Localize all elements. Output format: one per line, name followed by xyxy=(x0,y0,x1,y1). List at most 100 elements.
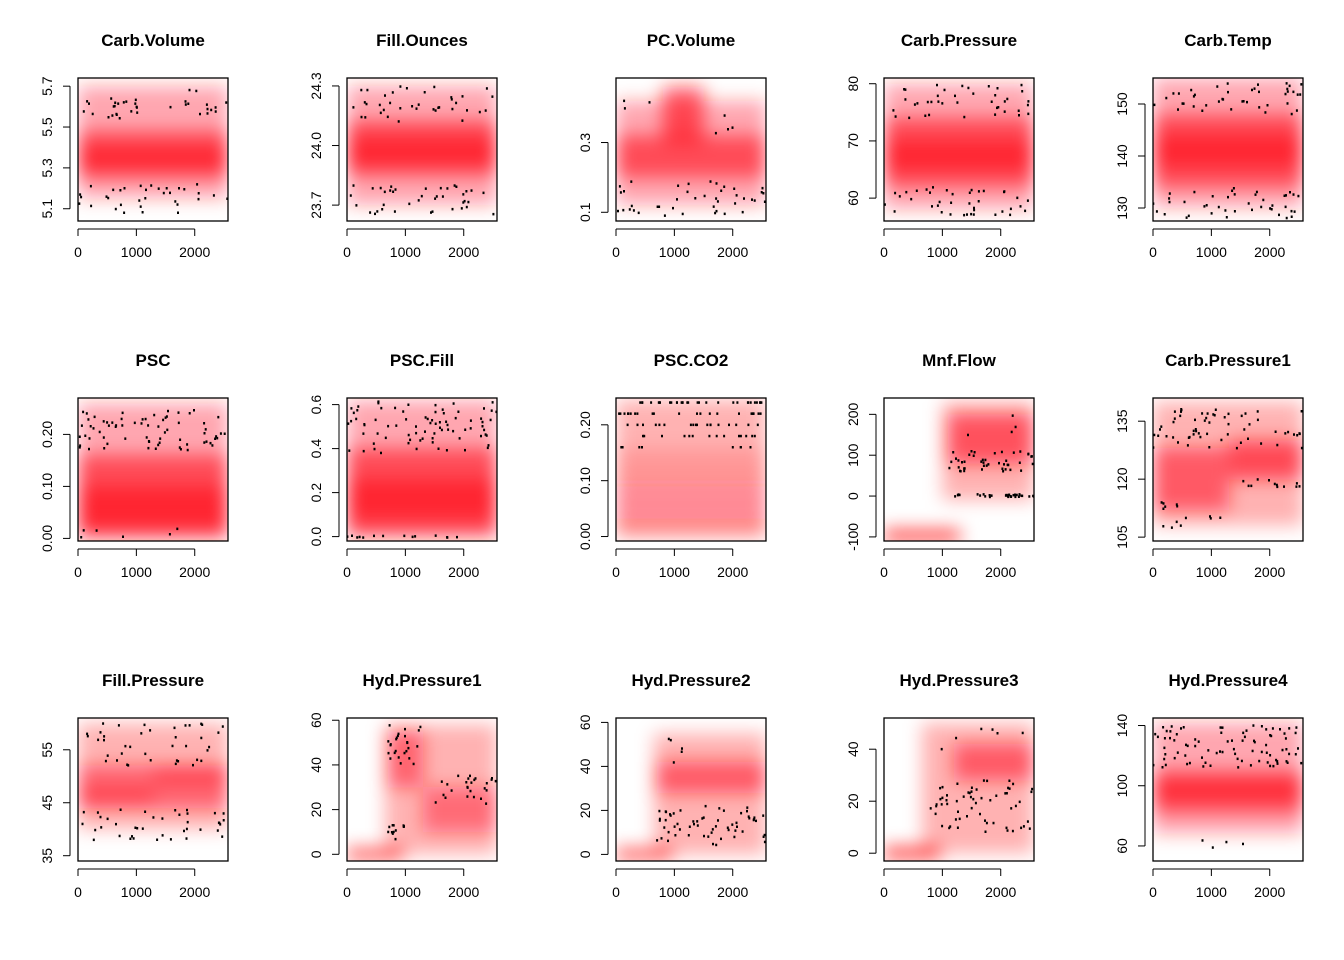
data-point xyxy=(223,432,226,435)
x-tick-label: 0 xyxy=(880,244,888,260)
data-point xyxy=(469,774,471,778)
data-point xyxy=(200,759,203,763)
data-point xyxy=(387,830,390,834)
data-point xyxy=(1175,520,1178,524)
data-point xyxy=(405,749,408,753)
data-point xyxy=(1008,779,1011,782)
data-point xyxy=(1199,435,1202,439)
x-tick-label: 2000 xyxy=(448,884,479,900)
density-layer xyxy=(884,723,1034,859)
plot-frame xyxy=(346,77,498,222)
data-point xyxy=(672,206,674,210)
data-point xyxy=(1295,109,1298,112)
data-point xyxy=(123,187,126,190)
data-point xyxy=(1300,761,1303,765)
data-point xyxy=(402,410,405,413)
data-point xyxy=(1269,754,1272,757)
data-point xyxy=(82,410,85,414)
data-point xyxy=(670,401,673,404)
x-tick-label: 0 xyxy=(343,244,351,260)
data-point xyxy=(981,458,984,462)
data-point xyxy=(1226,82,1229,85)
plot-frame xyxy=(883,717,1035,862)
data-point xyxy=(658,809,661,813)
data-point xyxy=(1180,410,1182,413)
data-point xyxy=(1185,743,1187,747)
plot-area xyxy=(1153,78,1303,220)
data-point xyxy=(1270,208,1273,211)
data-point xyxy=(474,777,477,780)
data-point xyxy=(434,801,437,804)
x-tick-label: 0 xyxy=(1149,564,1157,580)
data-point xyxy=(82,110,85,113)
data-point xyxy=(701,817,704,820)
data-point xyxy=(708,434,711,438)
data-point xyxy=(913,103,916,106)
panel-title: Fill.Ounces xyxy=(376,31,468,50)
data-point xyxy=(1214,408,1217,411)
data-point xyxy=(1233,193,1236,196)
data-point xyxy=(714,825,717,828)
data-point xyxy=(979,812,981,816)
data-point xyxy=(958,817,961,821)
data-point xyxy=(663,423,666,427)
data-point xyxy=(735,194,738,197)
data-point xyxy=(1182,102,1185,105)
data-point xyxy=(144,417,147,421)
data-point xyxy=(734,829,737,832)
data-point xyxy=(356,409,359,412)
data-point xyxy=(740,811,743,815)
data-point xyxy=(376,210,379,213)
y-tick-label: 35 xyxy=(39,848,55,864)
data-point xyxy=(963,115,966,119)
y-tick-label: 0.3 xyxy=(577,133,593,153)
data-point xyxy=(193,409,195,412)
data-point xyxy=(736,401,739,404)
data-point xyxy=(214,110,217,113)
data-point xyxy=(1014,804,1017,808)
data-point xyxy=(1186,444,1189,447)
data-point xyxy=(932,186,934,189)
data-point xyxy=(1182,726,1185,729)
data-point xyxy=(695,423,697,427)
data-point xyxy=(141,827,144,830)
data-point xyxy=(1203,205,1206,208)
data-point xyxy=(423,91,426,94)
data-point xyxy=(1153,446,1155,449)
data-point xyxy=(749,401,752,404)
data-point xyxy=(1242,842,1244,846)
data-point xyxy=(92,838,95,842)
data-point xyxy=(178,813,181,816)
data-point xyxy=(377,401,380,405)
data-point xyxy=(407,441,410,445)
data-point xyxy=(1205,416,1208,420)
data-point xyxy=(445,420,448,423)
data-point xyxy=(1160,501,1163,504)
data-point xyxy=(1290,209,1293,213)
data-point xyxy=(946,794,948,797)
data-point xyxy=(388,825,391,829)
data-point xyxy=(996,87,999,90)
data-point xyxy=(988,495,991,499)
data-point xyxy=(1021,731,1024,735)
data-point xyxy=(1153,202,1155,205)
data-point xyxy=(121,424,124,427)
data-point xyxy=(1285,760,1288,763)
data-point xyxy=(659,401,661,404)
data-point xyxy=(929,807,932,810)
data-point xyxy=(716,200,719,203)
data-point xyxy=(426,417,429,421)
data-point xyxy=(1009,468,1012,472)
data-point xyxy=(617,209,619,213)
data-point xyxy=(663,826,666,829)
data-point xyxy=(161,817,164,820)
data-point xyxy=(1008,493,1011,496)
data-point xyxy=(374,418,377,422)
y-tick-label: 0.20 xyxy=(577,411,593,438)
data-point xyxy=(1204,761,1207,764)
data-point xyxy=(1193,93,1196,97)
y-tick-label: 150 xyxy=(1114,92,1130,116)
density-layer xyxy=(78,403,228,539)
x-tick-label: 2000 xyxy=(985,564,1016,580)
data-point xyxy=(473,778,476,782)
